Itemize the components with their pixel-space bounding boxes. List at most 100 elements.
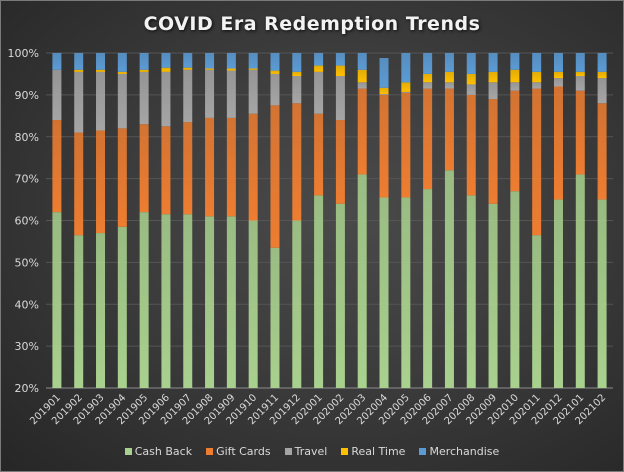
bar-segment-real-time (597, 71, 607, 79)
bar-segment-travel (139, 71, 149, 125)
bar-segment-gift-cards (423, 88, 433, 190)
bar-segment-cash-back (575, 174, 585, 388)
bar-segment-cash-back (96, 233, 106, 388)
bar-segment-merchandise (248, 53, 258, 69)
bar-segment-real-time (379, 87, 389, 95)
bar-segment-travel (510, 82, 520, 91)
bar-segment-gift-cards (117, 128, 127, 227)
bar-segment-cash-back (553, 199, 563, 388)
bar-segment-cash-back (423, 189, 433, 388)
bar-segment-merchandise (161, 53, 171, 68)
bar-segment-gift-cards (553, 86, 563, 200)
bar-segment-real-time (423, 73, 433, 83)
bar-segment-merchandise (357, 53, 367, 70)
bar-segment-gift-cards (379, 94, 389, 198)
legend-label: Merchandise (429, 445, 500, 458)
legend-item: Merchandise (419, 445, 499, 458)
bar-segment-real-time (74, 69, 84, 72)
bar-segment-gift-cards (74, 132, 84, 236)
bar-segment-real-time (553, 71, 563, 79)
bar-segment-cash-back (335, 203, 345, 388)
bar-segment-real-time (183, 67, 193, 70)
bar-segment-travel (117, 73, 127, 129)
bar-segment-travel (335, 76, 345, 120)
bar-segment-merchandise (96, 53, 106, 70)
bar-segment-cash-back (117, 226, 127, 388)
bar-segment-merchandise (335, 53, 345, 66)
bar-segment-cash-back (401, 197, 411, 388)
bar-segment-travel (401, 91, 411, 93)
bar-segment-merchandise (52, 53, 62, 70)
bar-segment-travel (183, 69, 193, 123)
bar-segment-real-time (314, 65, 324, 72)
bar-segment-gift-cards (270, 105, 280, 248)
bar-segment-cash-back (139, 212, 149, 388)
bar-segment-cash-back (444, 170, 454, 388)
bar-segment-cash-back (52, 212, 62, 388)
bar-segment-real-time (205, 68, 215, 70)
bar-segment-gift-cards (575, 90, 585, 175)
legend-swatch (284, 448, 292, 455)
bar-segment-merchandise (510, 53, 520, 70)
bar-segment-real-time (444, 71, 454, 83)
bar-segment-cash-back (226, 216, 236, 388)
bar-segment-merchandise (379, 58, 389, 88)
bar-segment-travel (161, 71, 171, 127)
bar-segment-gift-cards (488, 99, 498, 204)
bar-segment-gift-cards (292, 103, 302, 221)
bar-segment-merchandise (205, 53, 215, 69)
legend-item: Travel (284, 445, 328, 458)
bar-segment-gift-cards (510, 90, 520, 192)
bar-segment-real-time (335, 65, 345, 77)
bar-segment-travel (226, 70, 236, 118)
bar-segment-travel (96, 71, 106, 131)
bar-segment-cash-back (379, 197, 389, 388)
y-tick-label: 60% (15, 215, 39, 228)
bar-segment-cash-back (205, 216, 215, 388)
bar-segment-real-time (226, 68, 236, 71)
legend-swatch (419, 448, 427, 455)
bar-segment-merchandise (183, 53, 193, 68)
legend-label: Gift Cards (216, 445, 271, 458)
bar-segment-merchandise (553, 53, 563, 72)
bar-segment-travel (270, 73, 280, 106)
legend-item: Gift Cards (206, 445, 271, 458)
bar-segment-cash-back (292, 220, 302, 388)
legend-swatch (124, 448, 132, 455)
bar-segment-real-time (357, 69, 367, 83)
bar-segment-travel (575, 76, 585, 91)
bar-segment-real-time (96, 69, 106, 72)
bar-segment-travel (488, 82, 498, 100)
bar-segment-cash-back (248, 220, 258, 388)
bar-segment-gift-cards (161, 126, 171, 215)
bar-segment-merchandise (270, 53, 280, 71)
bar-segment-merchandise (401, 53, 411, 83)
bar-segment-merchandise (74, 53, 84, 70)
legend-label: Travel (294, 445, 328, 458)
bar-segment-merchandise (139, 53, 149, 70)
bar-segment-gift-cards (248, 113, 258, 221)
y-tick-label: 50% (15, 256, 39, 269)
bar-segment-gift-cards (401, 92, 411, 198)
bar-segment-real-time (510, 69, 520, 83)
bar-segment-travel (532, 82, 542, 89)
bar-segment-gift-cards (314, 113, 324, 196)
bar-segment-gift-cards (597, 103, 607, 200)
bar-segment-gift-cards (335, 120, 345, 204)
bar-segment-real-time (466, 73, 476, 85)
y-tick-label: 80% (15, 131, 39, 144)
bar-segment-gift-cards (226, 117, 236, 217)
bar-segment-gift-cards (183, 122, 193, 215)
y-tick-label: 30% (15, 340, 39, 353)
bar-segment-real-time (270, 70, 280, 74)
bar-segment-merchandise (575, 53, 585, 72)
bar-segment-travel (597, 78, 607, 104)
bar-segment-travel (553, 78, 563, 87)
bar-segment-real-time (575, 71, 585, 77)
legend-label: Cash Back (134, 445, 193, 458)
bar-segment-travel (52, 69, 62, 120)
bar-segment-travel (379, 94, 389, 95)
bar-segment-merchandise (597, 53, 607, 72)
bar-segment-gift-cards (205, 117, 215, 217)
bar-segment-travel (292, 76, 302, 104)
